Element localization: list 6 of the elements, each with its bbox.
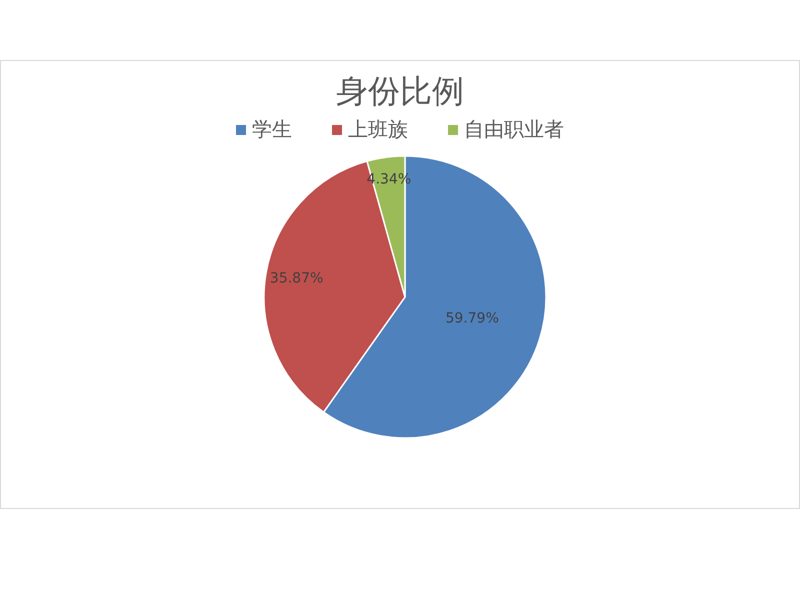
chart-title: 身份比例 [335,71,465,112]
legend-label: 学生 [252,116,292,143]
data-label: 59.79% [445,310,499,326]
legend-label: 自由职业者 [464,116,564,143]
data-label: 35.87% [270,270,324,286]
legend-label: 上班族 [348,116,408,143]
